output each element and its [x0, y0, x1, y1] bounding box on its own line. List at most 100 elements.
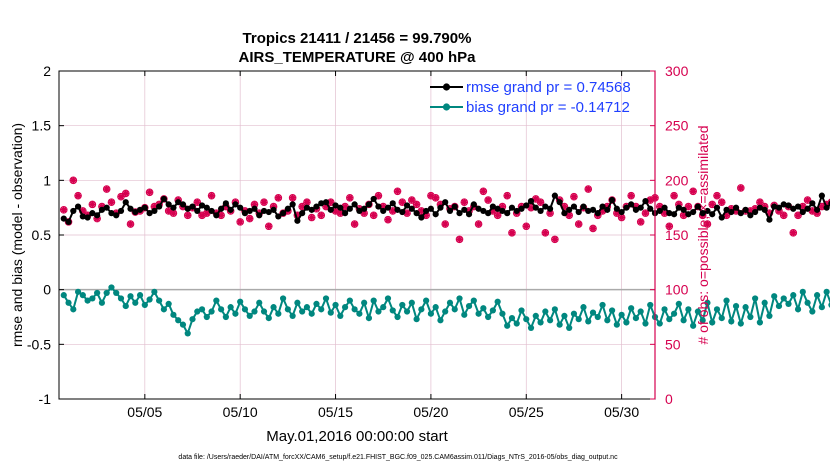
bias-point [265, 314, 272, 322]
bias-point [799, 288, 806, 295]
y-axis-right-label: # of obs: o=possible; ×=assimilated [695, 125, 711, 344]
bias-point [337, 312, 344, 320]
rmse-point [146, 210, 153, 217]
rmse-point [489, 203, 496, 210]
obs-assimilated-marker [532, 195, 540, 203]
bias-point [451, 306, 458, 313]
rmse-point [785, 202, 792, 209]
obs-assimilated-marker [522, 222, 530, 230]
bias-point [537, 319, 544, 326]
rmse-point [399, 208, 406, 216]
rmse-point [642, 198, 649, 205]
obs-assimilated-marker [613, 209, 621, 217]
rmse-point [523, 202, 530, 209]
bias-point [804, 299, 811, 306]
bias-point [604, 317, 611, 324]
obs-assimilated-marker [60, 206, 68, 214]
bias-point [203, 313, 210, 321]
rmse-point [136, 206, 144, 213]
rmse-point [513, 207, 520, 215]
rmse-point [504, 210, 511, 217]
bias-point [346, 297, 353, 304]
bias-point [94, 289, 101, 297]
obs-assimilated-marker [737, 184, 745, 192]
obs-assimilated-marker [475, 220, 482, 228]
bias-point [656, 320, 663, 327]
bias-point [709, 319, 716, 326]
obs-assimilated-marker [151, 203, 158, 210]
bias-point [89, 295, 96, 302]
bias-point [232, 310, 239, 317]
y-right-tick-label: 200 [665, 172, 689, 188]
rmse-point [747, 212, 754, 219]
bias-point [117, 295, 125, 302]
obs-assimilated-marker [341, 203, 349, 210]
bias-point [70, 306, 77, 313]
bias-point [642, 320, 649, 327]
bias-point [699, 317, 706, 324]
rmse-point [594, 210, 601, 217]
bias-point [470, 297, 477, 304]
obs-assimilated-marker [460, 198, 468, 206]
obs-assimilated-marker [499, 203, 506, 210]
bias-point [542, 308, 549, 315]
obs-assimilated-marker [117, 193, 125, 201]
bias-point [680, 317, 687, 324]
rmse-point [623, 204, 630, 211]
rmse-point [413, 210, 420, 217]
obs-assimilated-marker [217, 212, 225, 219]
rmse-point [818, 192, 825, 199]
obs-assimilated-marker [627, 192, 635, 199]
bias-point [60, 292, 67, 299]
bias-point [480, 305, 487, 312]
obs-assimilated-marker [74, 192, 82, 199]
bias-point [585, 318, 592, 325]
obs-assimilated-marker [108, 198, 115, 206]
obs-assimilated-marker [208, 192, 215, 199]
bias-point [704, 299, 711, 306]
x-tick-label: 05/30 [604, 404, 639, 420]
bias-point [270, 304, 277, 311]
bias-point [98, 299, 106, 306]
obs-assimilated-marker [427, 192, 435, 199]
rmse-point [74, 203, 82, 210]
x-tick-label: 05/20 [413, 404, 448, 420]
obs-assimilated-marker [332, 207, 339, 215]
bias-point [632, 314, 640, 322]
obs-assimilated-marker [308, 214, 316, 221]
bias-point [561, 312, 568, 320]
bias-point [289, 312, 296, 320]
rmse-point [79, 213, 86, 220]
bias-point [618, 311, 625, 318]
obs-assimilated-marker [394, 187, 401, 195]
rmse-point [637, 204, 644, 211]
bias-point [260, 308, 268, 315]
rmse-point [465, 211, 473, 218]
obs-assimilated-marker [270, 203, 277, 210]
bias-point [146, 296, 153, 303]
obs-assimilated-marker [222, 203, 230, 210]
rmse-point [446, 207, 454, 215]
rmse-point [246, 207, 253, 215]
rmse-point [599, 203, 606, 210]
legend-label-rmse: rmse grand pr = 0.74568 [466, 79, 631, 96]
rmse-point [456, 210, 463, 217]
bias-point [74, 288, 82, 295]
bias-point [747, 313, 754, 321]
obs-assimilated-marker [89, 201, 96, 208]
bias-point [723, 297, 730, 304]
bias-point [194, 308, 201, 315]
bias-point [623, 319, 630, 326]
bias-point [794, 306, 802, 313]
rmse-point [222, 200, 229, 207]
rmse-point [237, 204, 244, 211]
rmse-point [718, 214, 725, 221]
series-layer [60, 192, 830, 337]
bias-point [403, 308, 411, 315]
bias-point [475, 310, 482, 317]
obs-assimilated-marker [561, 203, 568, 210]
rmse-point [270, 206, 277, 213]
obs-assimilated-marker [642, 209, 649, 217]
rmse-point [70, 207, 77, 215]
rmse-point [241, 210, 249, 217]
